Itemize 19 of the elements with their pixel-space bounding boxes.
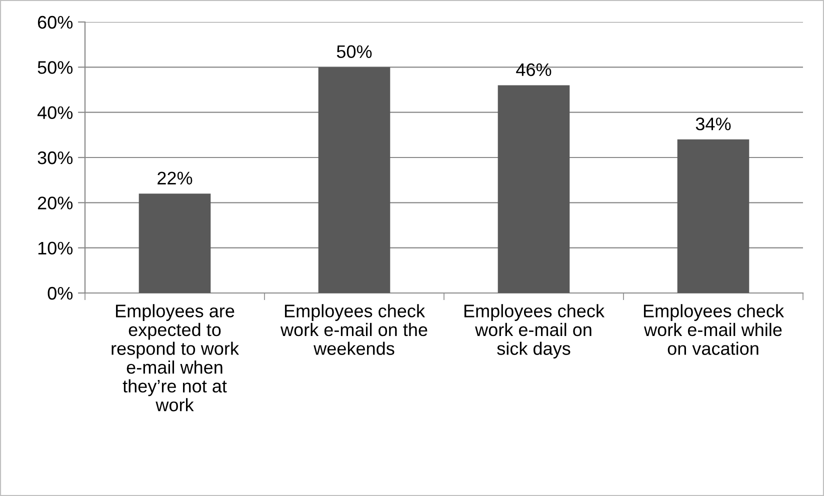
bar: [677, 139, 750, 293]
bar: [318, 67, 390, 293]
y-tick-label: 10%: [38, 242, 73, 255]
bar: [138, 194, 211, 293]
x-tick-label: Employees check work e-mail while on vacation: [644, 304, 784, 355]
y-tick-label: 40%: [37, 106, 73, 120]
y-tick-label: 0%: [48, 286, 73, 300]
y-tick-label: 30%: [38, 151, 73, 164]
x-tick-label: Employees check work e-mail on sick days: [464, 304, 605, 359]
data-label: 22%: [158, 172, 192, 184]
data-label: 34%: [696, 118, 731, 130]
y-tick-label: 20%: [38, 196, 73, 210]
data-label: 50%: [336, 45, 372, 58]
x-tick-label: Employees check work e-mail on the weekends: [280, 304, 428, 355]
y-tick-label: 50%: [38, 61, 73, 74]
data-label: 46%: [516, 63, 552, 76]
x-tick-label: Employees are expected to respond to work e-mail when they’re not at work: [112, 304, 240, 412]
bar: [498, 85, 570, 293]
y-tick-label: 60%: [38, 16, 73, 29]
